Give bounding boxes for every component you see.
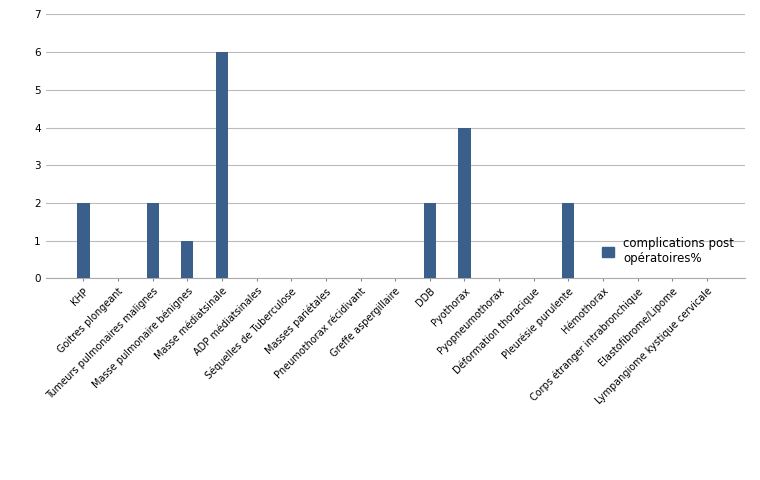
Bar	[78, 203, 90, 278]
Bar	[424, 203, 436, 278]
Bar	[182, 240, 194, 278]
Bar	[458, 128, 470, 278]
Bar	[147, 203, 159, 278]
Bar	[216, 52, 228, 278]
Legend: complications post
opératoires%: complications post opératoires%	[597, 232, 739, 270]
Bar	[562, 203, 575, 278]
